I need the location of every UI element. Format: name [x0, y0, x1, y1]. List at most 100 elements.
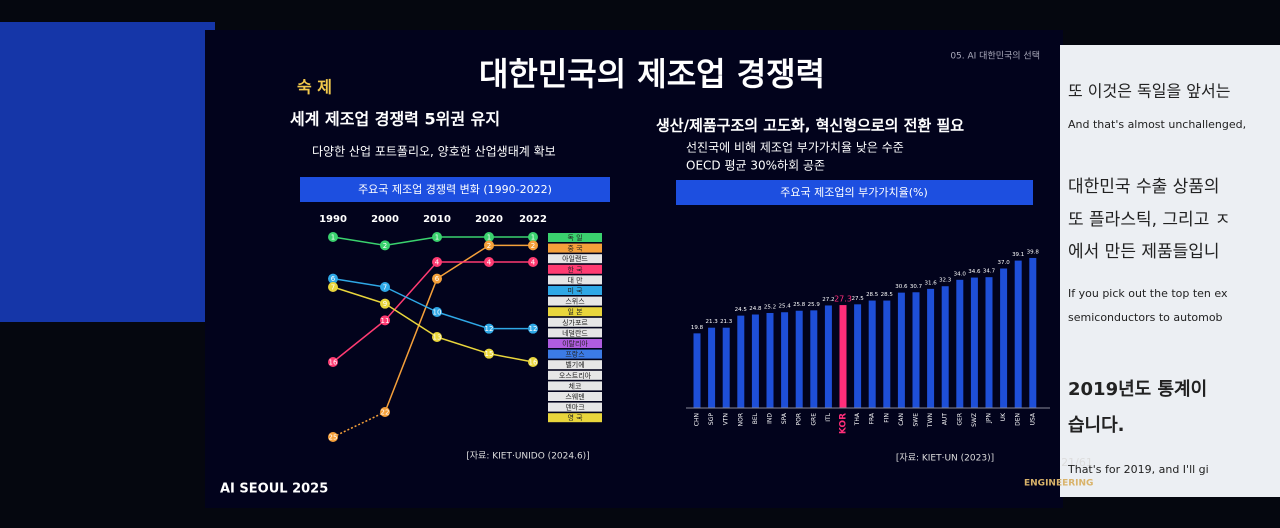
bar: [970, 277, 978, 408]
legend-label: 대 만: [567, 275, 583, 284]
value-label: 37.0: [997, 260, 1010, 266]
right-bullet: 선진국에 비해 제조업 부가가치율 낮은 수준: [686, 141, 904, 155]
x-label: BEL: [752, 412, 759, 424]
rank-dot: [484, 257, 494, 267]
rank-label: 16: [529, 359, 538, 367]
left-heading: 세계 제조업 경쟁력 5위권 유지: [290, 110, 500, 129]
legend-label: 싱가포르: [562, 318, 588, 327]
x-label: FRA: [869, 412, 876, 424]
rank-label: 10: [433, 309, 442, 317]
right-heading: 생산/제품구조의 고도화, 혁신형으로의 전환 필요: [656, 117, 964, 135]
x-label: 1990: [319, 214, 347, 225]
x-label: UK: [1000, 412, 1007, 421]
left-bullet: 다양한 산업 포트폴리오, 양호한 산업생태계 확보: [312, 145, 556, 159]
x-label: USA: [1029, 412, 1036, 425]
value-label: 34.6: [968, 269, 981, 275]
rank-segment: [384, 286, 438, 313]
bar: [927, 288, 935, 408]
x-label: POR: [796, 413, 803, 426]
x-label: 2010: [423, 214, 451, 225]
source: [자료: KIET·UNIDO (2024.6)]: [466, 451, 589, 462]
x-label: GRE: [810, 413, 817, 426]
bar: [956, 279, 964, 408]
transcript-line: 또 이것은 독일을 앞서는: [1068, 82, 1230, 101]
bar: [722, 327, 730, 408]
legend-label: 벨기에: [565, 360, 584, 369]
legend-swatch: [548, 317, 602, 327]
value-label: 30.7: [910, 284, 923, 290]
rank-label: 9: [383, 300, 387, 308]
rank-segment: [436, 311, 490, 330]
rank-dot: [432, 257, 442, 267]
legend-label: 덴마크: [565, 403, 585, 412]
transcript-line: semiconductors to automob: [1068, 311, 1223, 324]
bar: [810, 310, 818, 408]
value-label: 25.2: [764, 304, 776, 310]
legend-label: 스웨덴: [565, 392, 584, 401]
bar: [1000, 268, 1008, 408]
legend-swatch: [548, 402, 602, 412]
rank-label: 1: [435, 234, 439, 242]
x-label: ITL: [825, 412, 832, 421]
rank-dot: [528, 232, 538, 242]
bar: [766, 312, 774, 408]
rank-dot: [380, 407, 390, 417]
rank-segment: [436, 336, 490, 355]
bar: [941, 286, 949, 408]
bar: [912, 292, 920, 408]
value-label: 34.7: [983, 269, 996, 275]
legend-label: 네덜란드: [562, 328, 588, 337]
transcript-line: 대한민국 수출 상품의: [1068, 177, 1220, 197]
rank-label: 6: [435, 275, 440, 283]
bar: [1029, 257, 1037, 408]
rank-segment: [332, 277, 386, 288]
source: [자료: KIET·UN (2023)]: [896, 453, 994, 464]
bar: [854, 304, 862, 408]
value-label: 30.6: [895, 284, 908, 290]
rank-dot: [328, 432, 338, 442]
legend-swatch: [548, 275, 602, 285]
bar: [839, 305, 847, 408]
x-label: DEN: [1015, 413, 1022, 426]
chart-title-bar: [300, 177, 610, 202]
rank-label: 7: [331, 284, 335, 292]
rank-dot: [484, 323, 494, 334]
transcript-line: 습니다.: [1068, 415, 1125, 436]
bar: [897, 292, 905, 408]
rank-dot: [528, 323, 538, 334]
legend-label: 오스트리아: [559, 371, 592, 380]
rank-label: 4: [531, 259, 536, 267]
transcript-line: If you pick out the top ten ex: [1068, 287, 1228, 300]
legend-label: 영 국: [567, 413, 583, 422]
bar: [1014, 260, 1022, 408]
rank-segment: [384, 278, 438, 413]
legend-swatch: [548, 370, 602, 380]
x-label: 2020: [475, 214, 503, 225]
legend-swatch: [548, 286, 602, 295]
x-label: IND: [767, 413, 774, 424]
rank-dot: [380, 315, 390, 326]
x-label: SGP: [708, 413, 715, 425]
x-label: 2000: [371, 214, 399, 225]
rank-dot: [528, 257, 538, 267]
rank-dot: [432, 232, 442, 242]
bar: [985, 277, 993, 408]
rank-label: 12: [529, 325, 538, 333]
x-label: TWN: [927, 413, 934, 428]
rank-label: 7: [383, 284, 387, 292]
x-label: AUT: [942, 413, 949, 425]
rank-label: 1: [487, 234, 491, 242]
rank-dot: [380, 298, 390, 309]
rank-dot: [328, 232, 338, 242]
x-label: SWE: [913, 413, 920, 427]
transcript-line: 2019년도 통계이: [1068, 379, 1207, 400]
legend-label: 독 일: [567, 233, 582, 242]
legend-label: 스위스: [565, 298, 585, 306]
value-label: 39.1: [1012, 252, 1024, 258]
legend-swatch: [548, 392, 602, 401]
x-label: VTN: [723, 413, 730, 425]
rank-label: 11: [381, 317, 390, 325]
bar: [824, 305, 832, 408]
